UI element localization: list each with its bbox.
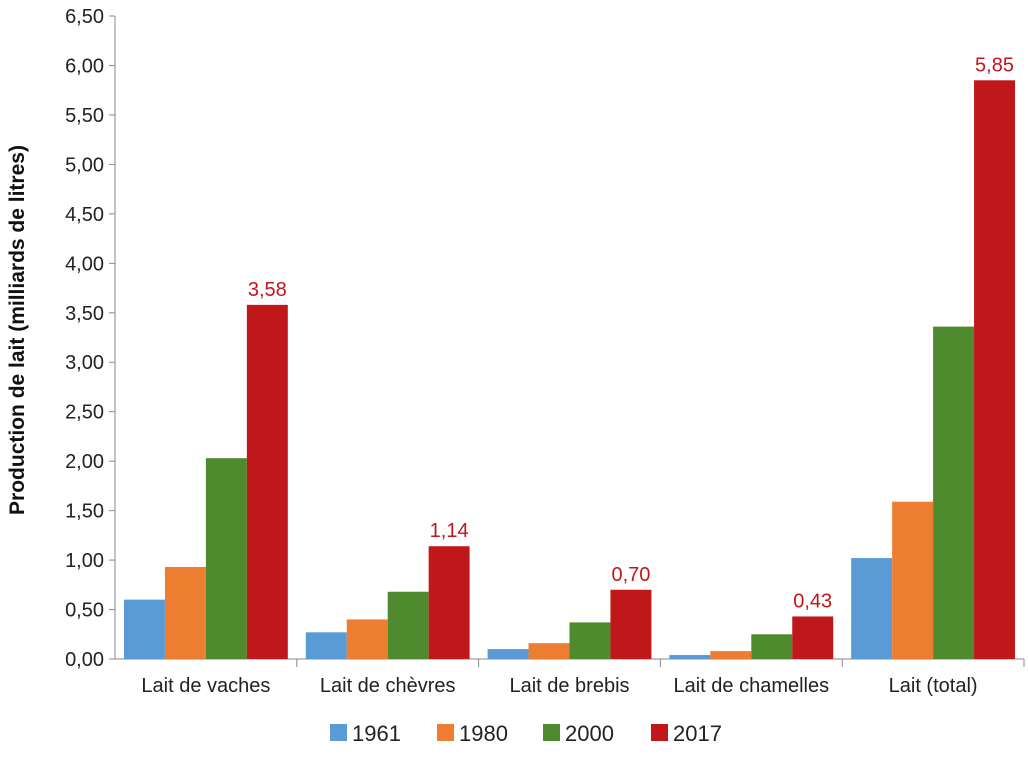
y-tick-label: 3,50 (65, 303, 104, 325)
bar-2017 (974, 80, 1015, 660)
y-tick-label: 2,50 (65, 402, 104, 424)
y-axis-label: Production de lait (milliards de litres) (6, 145, 29, 515)
y-tick-label: 5,00 (65, 154, 104, 176)
x-tick-label: Lait de brebis (509, 675, 629, 697)
legend-label: 2017 (673, 721, 722, 746)
legend-swatch-2000 (543, 724, 560, 741)
bar-1980 (710, 651, 752, 659)
legend-label: 2000 (565, 721, 614, 746)
bar-1980 (164, 567, 206, 659)
y-tick-label: 0,00 (65, 649, 104, 671)
y-tick-label: 5,50 (65, 105, 104, 127)
bar-2017 (246, 304, 288, 659)
bar-1961 (669, 655, 711, 659)
x-tick-label: Lait (total) (889, 675, 978, 697)
bar-2017 (792, 616, 834, 659)
bar-1980 (892, 501, 934, 659)
bar-2000 (205, 458, 247, 659)
bar-2000 (933, 326, 975, 659)
y-tick-label: 0,50 (65, 600, 104, 622)
bar-1980 (528, 643, 570, 659)
y-tick-label: 3,00 (65, 352, 104, 374)
bar-2000 (569, 622, 611, 659)
y-tick-label: 4,50 (65, 204, 104, 226)
data-label: 1,14 (430, 520, 469, 542)
legend-swatch-1961 (330, 724, 347, 741)
bar-2000 (751, 634, 793, 659)
y-tick-label: 4,00 (65, 253, 104, 275)
bar-1961 (305, 632, 347, 659)
bar-1961 (487, 649, 529, 659)
x-tick-label: Lait de chamelles (673, 675, 829, 697)
legend-swatch-2017 (651, 724, 668, 741)
y-tick-label: 6,00 (65, 55, 104, 77)
data-label: 0,70 (611, 564, 650, 586)
bar-1961 (851, 558, 893, 659)
x-tick-label: Lait de chèvres (320, 675, 456, 697)
bar-1980 (346, 619, 388, 659)
y-tick-label: 2,00 (65, 451, 104, 473)
bar-2017 (610, 589, 652, 659)
x-tick-label: Lait de vaches (141, 675, 270, 697)
bar-1961 (124, 599, 165, 659)
data-label: 3,58 (248, 279, 287, 301)
legend-swatch-1980 (437, 724, 454, 741)
legend-label: 1980 (459, 721, 508, 746)
bar-2017 (428, 546, 470, 659)
legend-label: 1961 (352, 721, 401, 746)
data-label: 5,85 (975, 54, 1014, 76)
bar-2000 (387, 591, 429, 659)
y-tick-label: 1,50 (65, 501, 104, 523)
y-tick-label: 1,00 (65, 550, 104, 572)
data-label: 0,43 (793, 590, 832, 612)
y-tick-label: 6,50 (65, 6, 104, 28)
